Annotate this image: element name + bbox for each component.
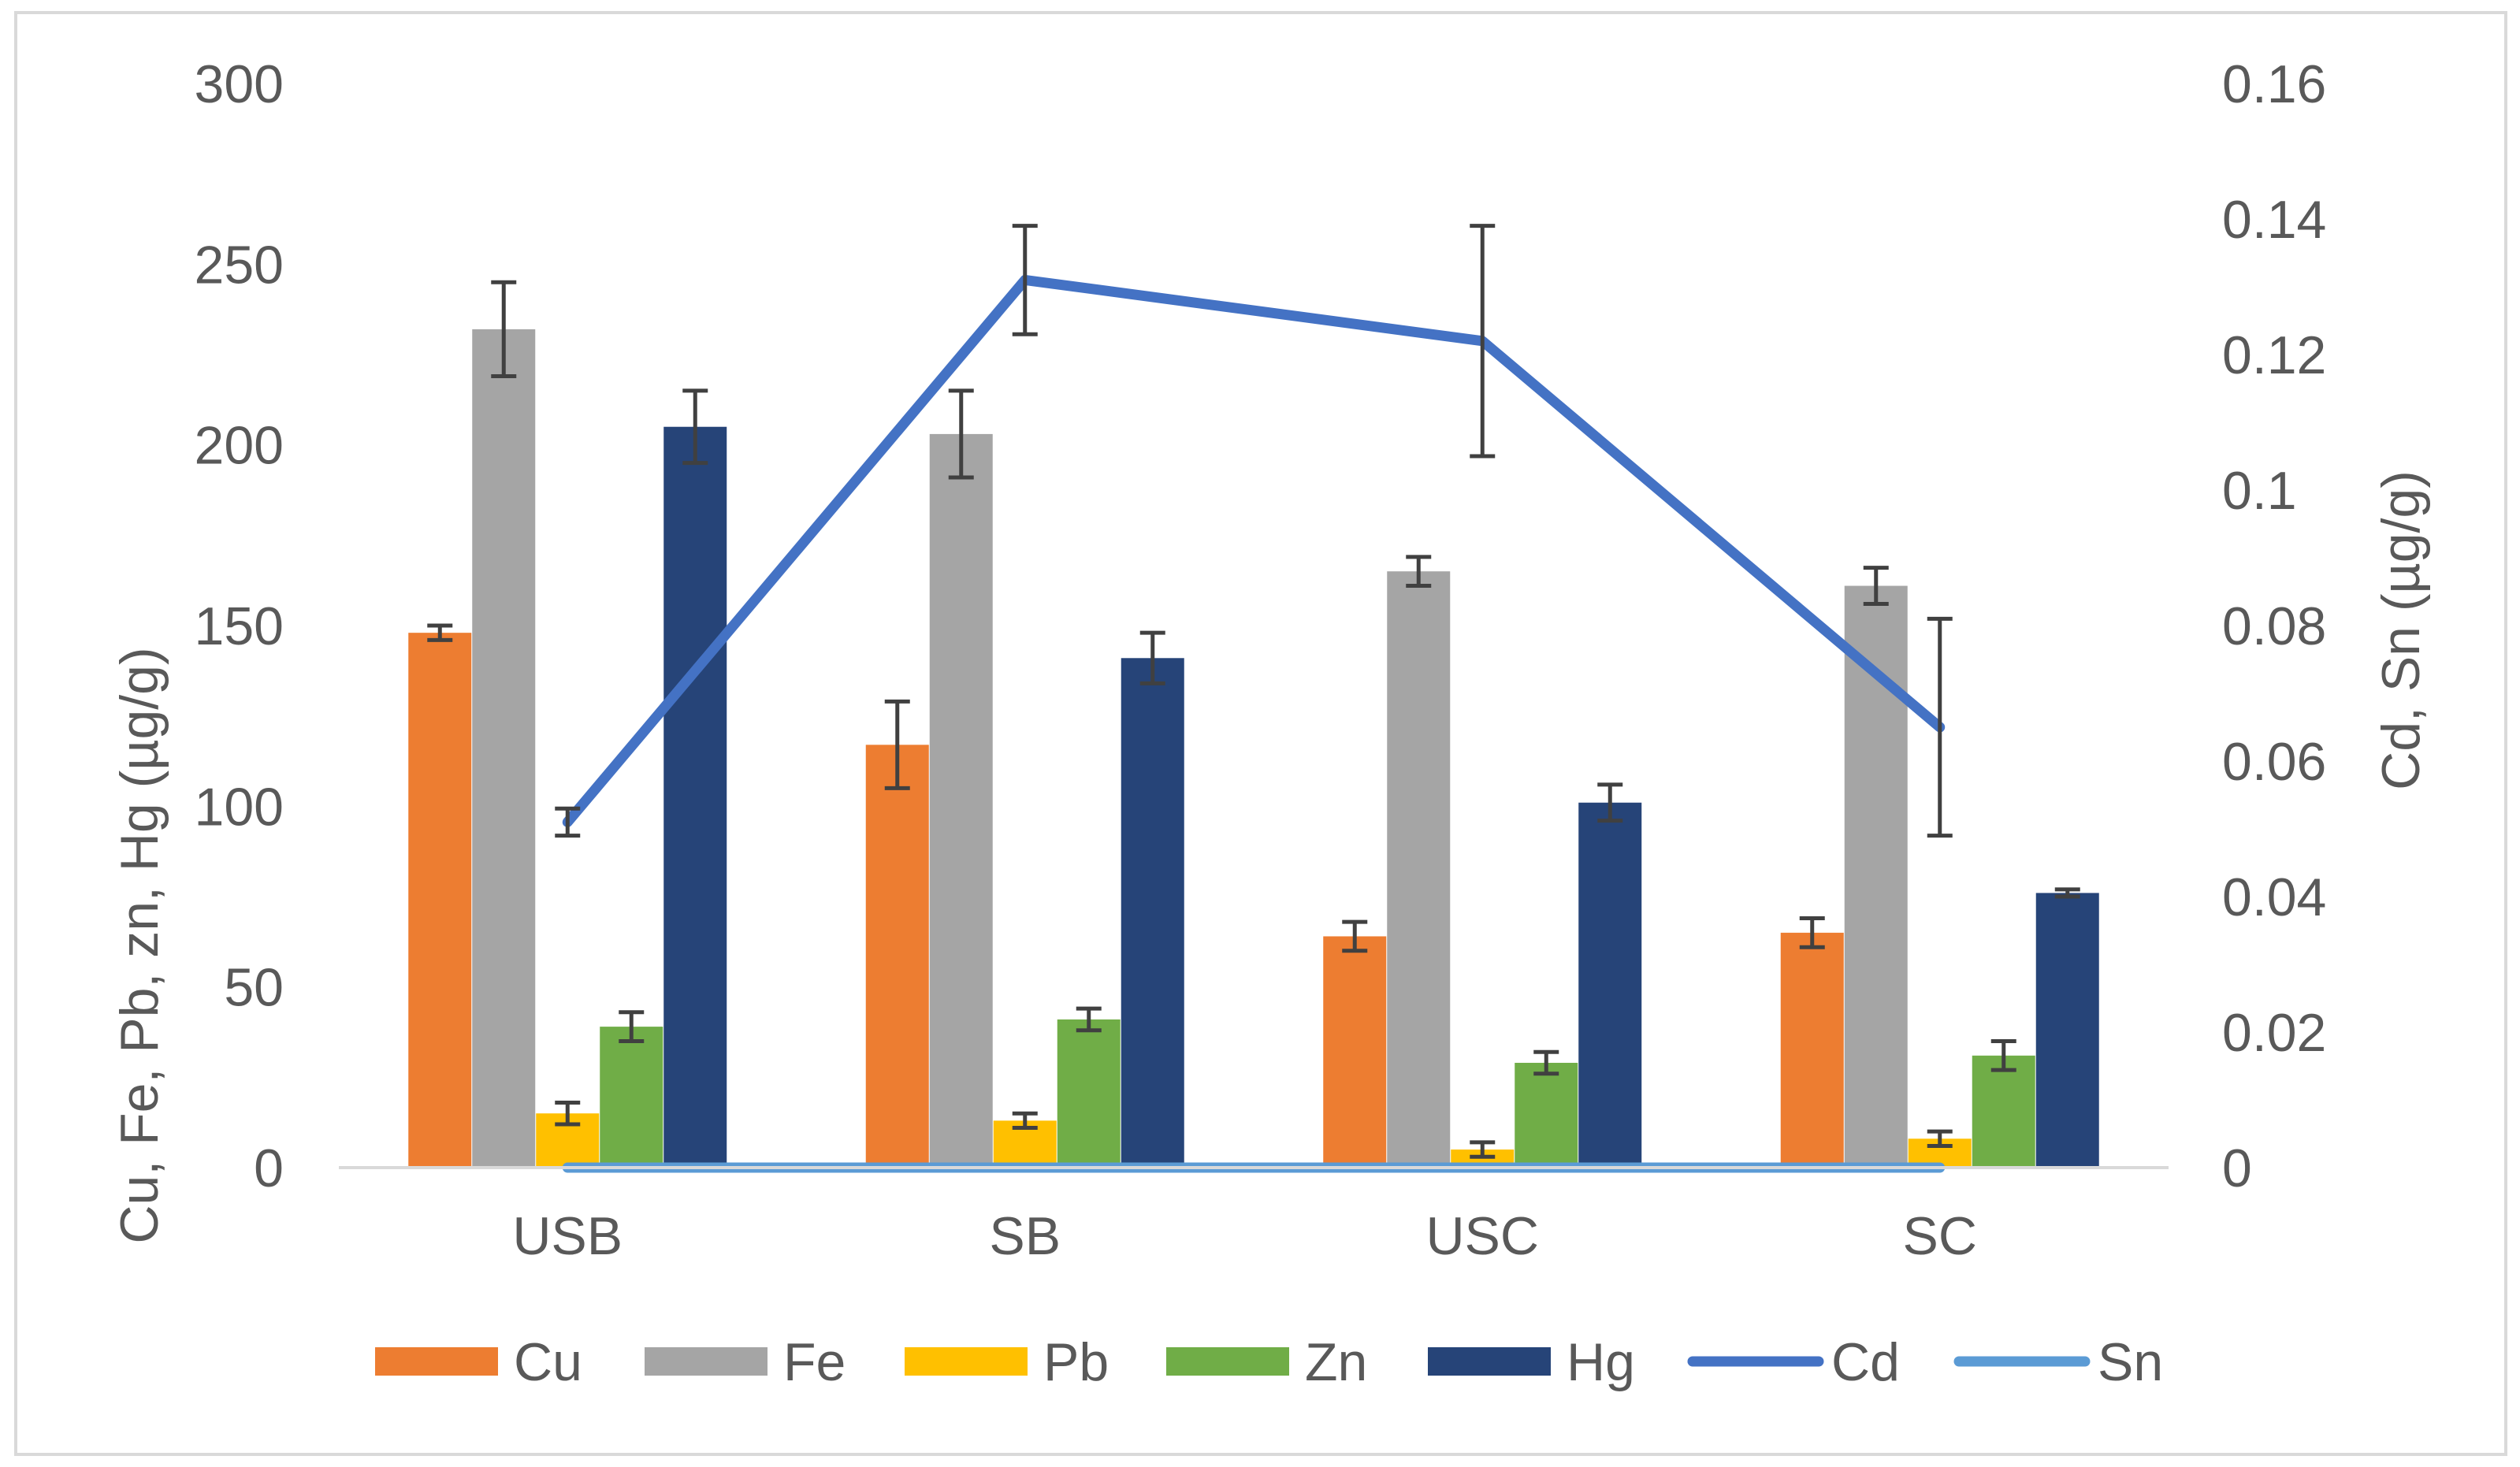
legend-swatch — [375, 1347, 498, 1376]
error-bar — [1863, 566, 1889, 606]
right-axis-tick-label: 0.12 — [2222, 325, 2326, 385]
legend-swatch — [905, 1347, 1028, 1376]
error-bar — [948, 388, 974, 480]
legend-label: Sn — [2098, 1332, 2163, 1392]
legend-item-sn: Sn — [1953, 1332, 2163, 1392]
error-bar — [1470, 224, 1496, 459]
chart-border — [14, 11, 2507, 1456]
error-bar — [1342, 919, 1368, 953]
left-axis-tick-label: 0 — [254, 1138, 284, 1198]
error-bar — [1139, 630, 1165, 685]
right-axis-tick-label: 0.14 — [2222, 190, 2326, 250]
error-bar — [2054, 887, 2080, 899]
error-bar — [1012, 224, 1038, 336]
right-axis-tick-label: 0 — [2222, 1138, 2252, 1198]
legend-swatch — [1166, 1347, 1289, 1376]
legend-label: Zn — [1305, 1332, 1367, 1392]
bar-hg-usb — [663, 426, 727, 1168]
bar-zn-usb — [600, 1027, 663, 1168]
legend-item-pb: Pb — [905, 1332, 1109, 1392]
error-bar — [1597, 782, 1623, 823]
legend-item-cu: Cu — [375, 1332, 582, 1392]
right-axis-tick-label: 0.02 — [2222, 1003, 2326, 1063]
bar-fe-sc — [1844, 585, 1908, 1168]
bar-cu-sc — [1780, 932, 1844, 1168]
x-axis-tick-label: SB — [989, 1206, 1061, 1266]
error-bar — [619, 1010, 645, 1043]
legend-label: Cu — [514, 1332, 582, 1392]
bar-zn-sb — [1057, 1019, 1121, 1168]
left-axis-tick-label: 150 — [195, 596, 284, 656]
legend-swatch — [645, 1347, 768, 1376]
left-axis: 0 50 100 150 200 250 300 — [195, 54, 284, 1198]
error-bar — [555, 1100, 581, 1127]
x-axis: USB SB USC SC — [339, 1166, 2169, 1266]
error-bar — [1927, 616, 1953, 838]
right-axis-title: Cd, Sn (µg/g) — [2371, 470, 2431, 790]
left-axis-title: Cu, Fe, Pb, zn, Hg (µg/g) — [110, 647, 169, 1243]
bar-zn-usc — [1515, 1062, 1578, 1168]
error-bar — [1012, 1111, 1038, 1131]
error-bar — [1076, 1006, 1102, 1033]
error-bar — [427, 623, 453, 642]
line-cd — [562, 274, 1946, 827]
x-axis-tick-label: USB — [512, 1206, 623, 1266]
right-axis-tick-label: 0.04 — [2222, 867, 2326, 927]
left-axis-tick-label: 300 — [195, 54, 284, 114]
legend-item-hg: Hg — [1428, 1332, 1635, 1392]
bar-hg-usc — [1578, 802, 1642, 1168]
legend-item-zn: Zn — [1166, 1332, 1367, 1392]
error-bar — [555, 806, 581, 838]
right-axis-tick-label: 0.08 — [2222, 596, 2326, 656]
error-bar — [1470, 1140, 1496, 1159]
legend-label: Hg — [1567, 1332, 1635, 1392]
error-bar — [682, 388, 708, 466]
left-axis-tick-label: 50 — [224, 958, 284, 1018]
legend-label: Cd — [1831, 1332, 1900, 1392]
bar-fe-usb — [472, 329, 536, 1168]
bar-cu-usb — [408, 633, 472, 1168]
right-axis-tick-label: 0.16 — [2222, 54, 2326, 114]
error-bar — [884, 699, 910, 790]
legend: Cu Fe Pb Zn Hg Cd Sn — [375, 1332, 2163, 1392]
error-bar — [1406, 555, 1432, 589]
bar-cu-usc — [1323, 936, 1387, 1168]
bar-hg-sb — [1121, 658, 1184, 1168]
left-axis-tick-label: 100 — [195, 777, 284, 837]
legend-item-cd: Cd — [1687, 1332, 1900, 1392]
error-bar — [1990, 1038, 2016, 1072]
error-bar — [1799, 916, 1825, 949]
legend-label: Fe — [783, 1332, 846, 1392]
bar-hg-sc — [2035, 893, 2099, 1168]
right-axis-tick-label: 0.1 — [2222, 461, 2297, 521]
bar-zn-sc — [1972, 1055, 2035, 1168]
bar-fe-usc — [1387, 571, 1451, 1168]
error-bar — [1927, 1129, 1953, 1148]
legend-label: Pb — [1043, 1332, 1109, 1392]
right-axis-tick-label: 0.06 — [2222, 732, 2326, 792]
error-bar — [491, 280, 517, 379]
x-axis-tick-label: USC — [1425, 1206, 1539, 1266]
legend-swatch — [1428, 1347, 1551, 1376]
bar-fe-sb — [929, 433, 993, 1168]
error-bar — [1533, 1049, 1559, 1076]
legend-item-fe: Fe — [645, 1332, 846, 1392]
left-axis-tick-label: 250 — [195, 235, 284, 295]
left-axis-tick-label: 200 — [195, 416, 284, 476]
right-axis: 0 0.02 0.04 0.06 0.08 0.1 0.12 0.14 0.16 — [2222, 54, 2326, 1198]
bar-cu-sb — [865, 745, 929, 1168]
x-axis-tick-label: SC — [1903, 1206, 1977, 1266]
